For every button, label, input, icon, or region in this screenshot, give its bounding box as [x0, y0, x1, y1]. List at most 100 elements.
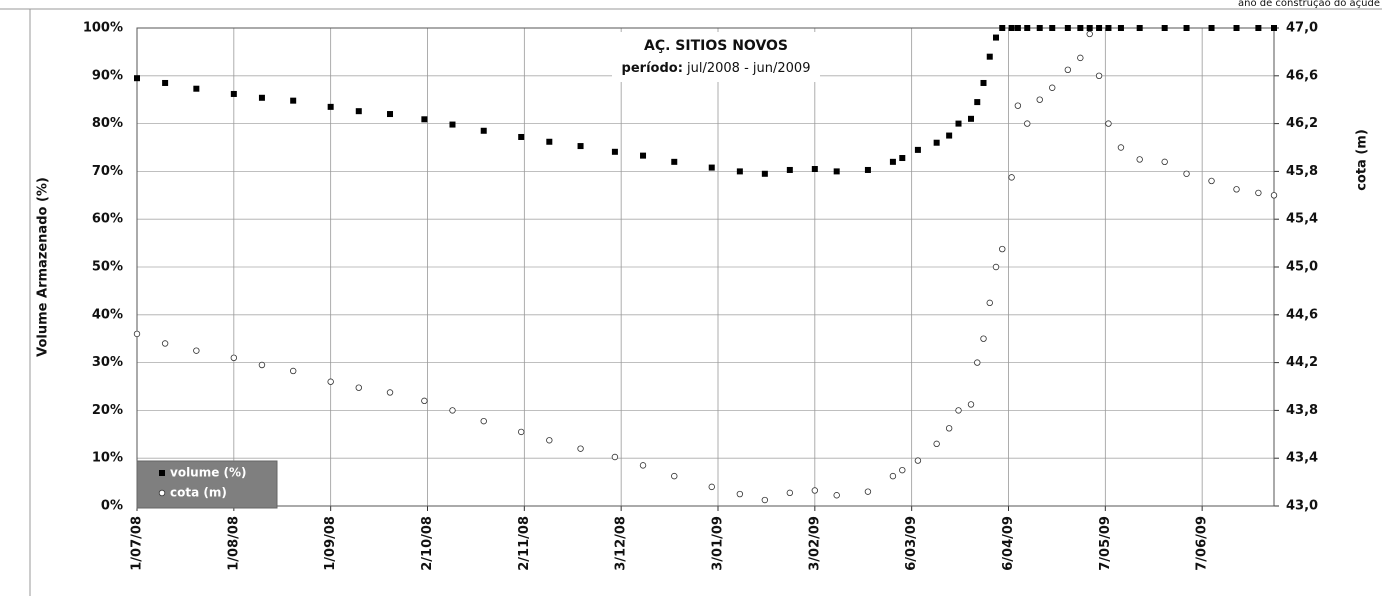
volume-point: [640, 152, 647, 159]
cota-point: [1270, 192, 1278, 199]
chart-title: AÇ. SITIOS NOVOS: [644, 38, 788, 54]
x-tick-label: 3/01/09: [710, 516, 725, 571]
cota-point: [786, 489, 794, 497]
volume-point: [1233, 25, 1240, 31]
volume-point: [1086, 25, 1093, 31]
cota-point: [1105, 120, 1112, 127]
x-tick-label: 1/07/08: [130, 516, 145, 571]
x-tick-label: 6/03/09: [904, 516, 919, 571]
volume-point: [955, 120, 962, 127]
volume-point: [421, 116, 428, 123]
y-tick-label: 30%: [92, 355, 123, 370]
cota-point: [1024, 120, 1031, 127]
cota-point: [974, 359, 981, 366]
volume-point: [611, 148, 618, 155]
volume-point: [134, 75, 140, 82]
y2-tick-label: 43,4: [1286, 451, 1318, 466]
subtitle-label: período:: [622, 61, 683, 76]
cota-point: [1064, 66, 1072, 74]
volume-point: [946, 132, 953, 139]
cota-point: [1014, 102, 1022, 109]
volume-point: [449, 121, 456, 128]
cota-point: [736, 490, 744, 498]
volume-point: [1024, 25, 1031, 31]
y2-tick-label: 46,2: [1286, 116, 1318, 131]
cota-point: [671, 472, 678, 480]
volume-point: [162, 79, 169, 86]
chart-subtitle: período: jul/2008 - jun/2009: [622, 61, 811, 76]
cota-point: [355, 384, 362, 391]
cota-point: [386, 389, 394, 396]
y-tick-label: 80%: [92, 116, 123, 131]
y2-tick-label: 47,0: [1286, 21, 1318, 36]
y2-tick-label: 44,2: [1286, 355, 1318, 370]
volume-point: [811, 166, 818, 173]
cota-point: [546, 437, 553, 444]
volume-point: [833, 168, 840, 175]
volume-point: [518, 133, 525, 140]
y2-axis-label: cota (m): [1355, 129, 1370, 191]
y2-tick-label: 46,6: [1286, 68, 1318, 83]
cota-point: [230, 354, 238, 362]
cota-point: [518, 428, 525, 436]
cota-point: [914, 457, 922, 464]
volume-point: [327, 103, 334, 110]
volume-point: [992, 34, 999, 41]
corner-note: ano de construção do açude: [1238, 0, 1380, 9]
cota-point: [1136, 156, 1143, 163]
cota-point: [421, 397, 428, 405]
legend-label: volume (%): [170, 466, 247, 480]
legend-marker: [159, 470, 165, 476]
x-tick-label: 1/09/08: [323, 516, 338, 571]
volume-point: [1271, 25, 1277, 31]
x-tick-label: 2/10/08: [420, 516, 435, 571]
y-tick-label: 100%: [83, 21, 123, 36]
volume-point: [1255, 25, 1262, 31]
volume-point: [1008, 25, 1015, 31]
cota-point: [449, 407, 456, 414]
volume-point: [786, 166, 793, 173]
cota-point: [864, 488, 872, 495]
volume-point: [1161, 25, 1168, 31]
cota-point: [1161, 158, 1168, 166]
volume-point: [708, 164, 715, 171]
cota-point: [708, 483, 715, 491]
y2-tick-label: 45,0: [1286, 260, 1318, 275]
y2-tick-label: 43,8: [1286, 403, 1318, 418]
volume-point: [1117, 25, 1124, 31]
cota-point: [1086, 30, 1093, 38]
cota-point: [1208, 177, 1215, 185]
volume-point: [1105, 25, 1112, 31]
cota-point: [1008, 174, 1015, 181]
y2-tick-label: 43,0: [1286, 499, 1318, 514]
cota-point: [955, 407, 962, 414]
volume-point: [480, 127, 487, 134]
cota-point: [811, 487, 819, 494]
x-tick-label: 6/04/09: [1001, 516, 1016, 571]
volume-point: [974, 99, 981, 106]
x-tick-label: 7/06/09: [1195, 516, 1210, 571]
y-tick-label: 90%: [92, 68, 123, 83]
cota-point: [933, 440, 940, 448]
cota-point: [327, 378, 334, 385]
volume-point: [387, 111, 394, 118]
volume-point: [761, 170, 768, 177]
cota-point: [992, 263, 1000, 271]
y-tick-label: 50%: [92, 260, 123, 275]
volume-point: [1049, 25, 1056, 31]
cota-point: [1095, 72, 1103, 79]
volume-point: [1096, 25, 1103, 31]
volume-point: [864, 166, 871, 173]
volume-point: [230, 90, 237, 97]
cota-point: [761, 496, 769, 504]
volume-point: [1077, 25, 1084, 31]
cota-point: [193, 347, 200, 354]
cota-point: [967, 401, 975, 408]
volume-point: [914, 146, 921, 153]
volume-point: [999, 25, 1006, 31]
cota-point: [133, 330, 141, 338]
cota-point: [899, 466, 906, 474]
x-tick-label: 2/11/08: [517, 516, 532, 571]
volume-point: [933, 139, 940, 146]
